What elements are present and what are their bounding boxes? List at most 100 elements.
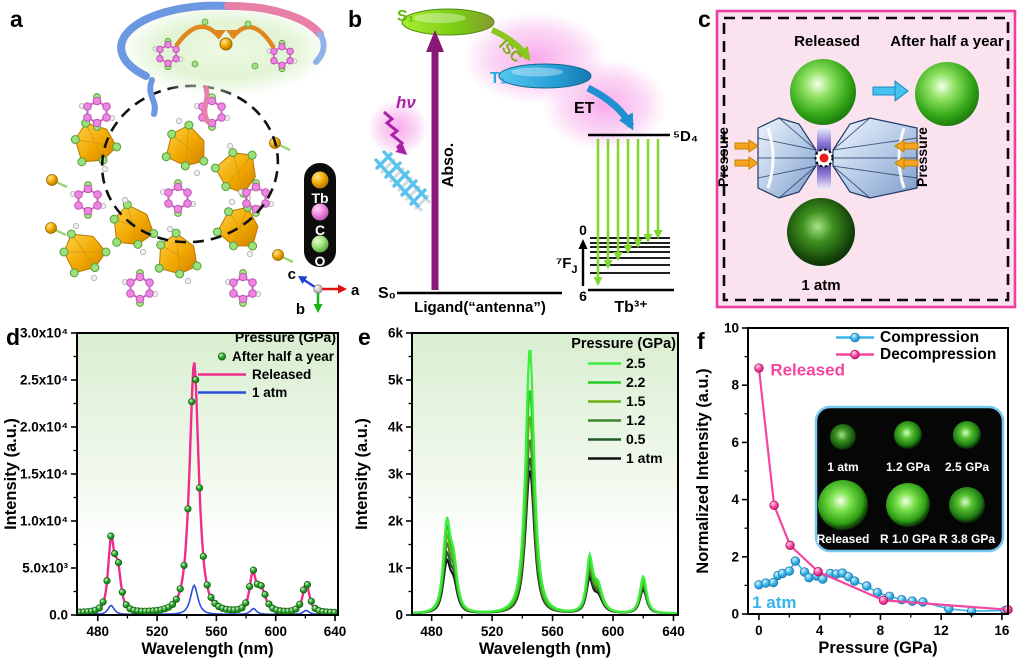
inset-label-r1gpa: R 1.0 GPa [880,532,936,546]
a-axis-arrow-icon [338,284,347,294]
hv-label: hν [396,93,416,112]
excitation-bubble-graphic [117,1,333,125]
crystal-structure-graphic [45,93,294,307]
inset-photo-2p5gpa [953,421,981,449]
pressure-arrows-left [734,139,759,170]
y-tick-label: 3.0x10⁴ [20,326,68,341]
coordination-molecule-graphic [152,18,298,73]
x-tick-label: 560 [541,624,564,639]
bubble-ribbon-blue [117,1,232,80]
spectrum-plot-d: 480 520 560 600 640 0.0 5.0x10³ 1.0x10⁴ 1.5x10⁴ 2… [2,326,346,659]
series-line-Decompression [757,367,1009,611]
y-tick-label: 0.0 [49,608,68,623]
x-tick-label: 560 [205,624,228,639]
legend-label: 2.2 [626,374,646,390]
inset-photo-r3p8gpa [949,487,985,523]
panel-letter-f: f [697,328,705,354]
bubble-tail-blue [147,77,158,117]
pressure-label-right: Pressure [914,127,930,187]
legend-label: Released [252,367,311,382]
et-arrow [586,84,635,131]
y-tick-label: 4k [388,420,404,435]
antenna-shadow [378,155,432,213]
c-axis-label: c [288,266,296,283]
inset-photo-released [818,480,868,530]
x-tick-label: 520 [481,624,504,639]
x-tick-label: 480 [86,624,109,639]
x-tick-label: 4 [816,623,824,638]
panel-letter-c: c [698,6,711,32]
d4-level-label: ⁵D₄ [673,128,698,145]
series-line-2.5 [412,349,678,615]
y-tick-label: 6 [731,435,739,450]
ambient-sample-sphere [787,198,855,266]
y-tick-label: 2.5x10⁴ [20,373,68,388]
y-axis-title: Intensity (a.u.) [353,418,371,530]
x-tick-label: 0 [755,623,763,638]
s1-label: S₁ [397,8,415,25]
luminescence-photo-inset: 1 atm 1.2 GPa 2.5 GPa Released R 1.0 GPa… [814,405,1005,553]
inset-photo-1p2gpa [894,421,922,449]
tb-ion-label: Tb³⁺ [614,299,647,316]
crystal-axes-indicator: a b c [288,266,360,318]
y-tick-label: 2k [388,514,404,529]
s1-state-disk [401,8,495,36]
b-axis-arrow-icon [313,304,323,313]
fj-label: ⁷FJ [556,255,577,276]
antenna-ligand-icon [374,150,428,208]
asymmetric-unit-dashed-ellipse [100,84,280,244]
panel-f-pressure-chart: 0 4 8 12 16 0 2 4 6 8 10 Pressure (GPa) Normalized I… [694,321,1013,657]
y-tick-label: 0 [395,608,403,623]
legend-label-o: O [315,253,326,269]
inset-label-released: Released [817,532,870,546]
y-tick-label: 1.0x10⁴ [20,514,68,529]
y-tick-label: 0 [731,607,739,622]
x-axis-title: Pressure (GPa) [818,639,937,657]
legend-label-c: C [315,222,325,238]
panel-letter-e: e [358,324,371,350]
atom-legend: Tb C O [302,161,338,269]
panel-b-energy-diagram: S₁ T₁ ISC ET Abso. hν ⁵D₄ [348,6,698,316]
panel-d-spectrum-chart: 480 520 560 600 640 0.0 5.0x10³ 1.0x10⁴ 1.5x10⁴ 2… [2,324,346,659]
annotation-1-atm: 1 atm [752,593,796,612]
y-axis-title: Intensity (a.u.) [2,418,20,530]
x-tick-label: 12 [934,623,949,638]
tb-atom-icon [311,171,329,189]
pressure-plot-f: 0 4 8 12 16 0 2 4 6 8 10 Pressure (GPa) Normalized I… [694,321,1013,657]
right-arrow-icon [872,79,909,103]
legend-label: 1.5 [626,393,646,409]
t1-state-disk [498,63,592,89]
inset-label-1p2gpa: 1.2 GPa [886,460,930,474]
x-tick-label: 640 [662,624,685,639]
legend-label-tb: Tb [311,190,328,206]
y-tick-label: 6k [388,326,404,341]
x-tick-label: 640 [324,624,347,639]
y-tick-label: 1.5x10⁴ [20,467,68,482]
ligand-label: Ligand(“antenna”) [414,299,546,316]
legend-label: Decompression [880,346,996,363]
inset-label-r3p8gpa: R 3.8 GPa [939,532,995,546]
legend-title: Pressure (GPa) [571,336,676,352]
j-bottom-label: 6 [579,288,587,304]
x-tick-label: 520 [146,624,169,639]
diamond-anvil-cell-graphic [757,117,918,199]
y-tick-label: 5k [388,373,404,388]
b-axis-label: b [296,301,305,318]
after-half-year-sample-sphere [915,62,979,126]
y-tick-label: 2.0x10⁴ [20,420,68,435]
legend-label: 2.5 [626,355,646,371]
photon-squiggle-icon [383,110,408,155]
x-axis-title: Wavelength (nm) [141,640,273,658]
legend-title: Pressure (GPa) [235,329,336,345]
emission-arrows [593,139,663,286]
x-tick-label: 8 [877,623,885,638]
t1-label: T₁ [490,70,507,87]
x-tick-label: 16 [994,623,1010,638]
panel-e-spectrum-chart: 480 520 560 600 640 0 1k 2k 3k 4k 5k 6k Wavelength (… [353,324,685,658]
y-axis-title: Normalized Intensity (a.u.) [694,368,712,573]
y-tick-label: 8 [731,378,739,393]
panel-letter-d: d [6,324,20,350]
x-tick-label: 600 [264,624,287,639]
legend-label: 1.2 [626,412,646,428]
